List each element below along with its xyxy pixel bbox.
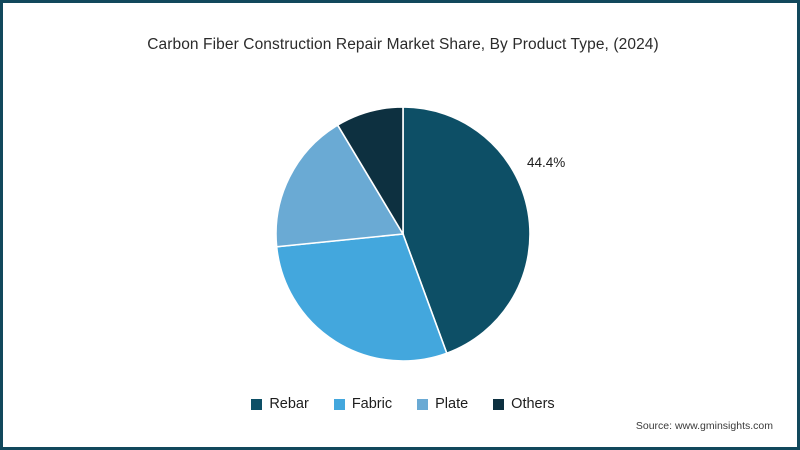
page-title: Carbon Fiber Construction Repair Market … xyxy=(147,36,659,53)
source-attribution: Source: www.gminsights.com xyxy=(635,420,773,432)
legend-item-label: Rebar xyxy=(269,396,309,412)
legend-swatch-icon xyxy=(333,398,345,410)
pie-chart xyxy=(275,106,531,362)
legend-item-rebar[interactable]: Rebar xyxy=(251,396,309,412)
pie-slice-fabric[interactable] xyxy=(275,233,448,362)
legend-item-label: Others xyxy=(511,396,555,412)
legend-item-label: Fabric xyxy=(351,396,393,412)
chart-legend: Rebar Fabric Plate Others xyxy=(3,396,797,412)
legend-swatch-icon xyxy=(251,398,263,410)
legend-swatch-icon xyxy=(493,398,505,410)
legend-swatch-icon xyxy=(417,398,429,410)
pie-slice-others[interactable] xyxy=(336,106,404,237)
pie-slice-rebar[interactable] xyxy=(402,106,531,355)
legend-item-others[interactable]: Others xyxy=(493,396,555,412)
pie-chart-svg xyxy=(275,106,531,362)
legend-item-label: Plate xyxy=(435,396,469,412)
pie-slice-value-label: 44.4% xyxy=(527,155,566,170)
legend-item-fabric[interactable]: Fabric xyxy=(333,396,393,412)
pie-slice-group xyxy=(275,106,531,362)
pie-slice-plate[interactable] xyxy=(275,123,405,248)
legend-item-plate[interactable]: Plate xyxy=(417,396,468,412)
